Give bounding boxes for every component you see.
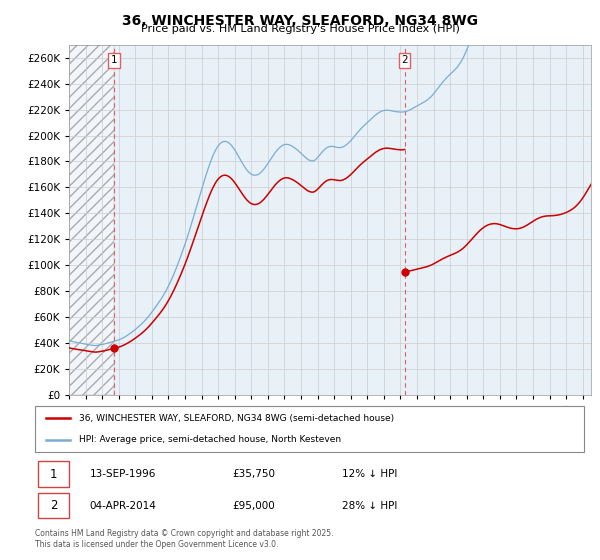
Text: 04-APR-2014: 04-APR-2014 bbox=[90, 501, 157, 511]
Text: Price paid vs. HM Land Registry's House Price Index (HPI): Price paid vs. HM Land Registry's House … bbox=[140, 24, 460, 34]
Bar bbox=[69, 45, 114, 395]
Text: 36, WINCHESTER WAY, SLEAFORD, NG34 8WG: 36, WINCHESTER WAY, SLEAFORD, NG34 8WG bbox=[122, 14, 478, 28]
Text: 28% ↓ HPI: 28% ↓ HPI bbox=[342, 501, 398, 511]
Text: HPI: Average price, semi-detached house, North Kesteven: HPI: Average price, semi-detached house,… bbox=[79, 435, 341, 444]
FancyBboxPatch shape bbox=[38, 493, 70, 519]
Text: £35,750: £35,750 bbox=[232, 469, 275, 479]
Text: 13-SEP-1996: 13-SEP-1996 bbox=[90, 469, 156, 479]
Text: 2: 2 bbox=[50, 500, 57, 512]
FancyBboxPatch shape bbox=[38, 461, 70, 487]
Text: 1: 1 bbox=[50, 468, 57, 480]
Text: 1: 1 bbox=[110, 55, 117, 66]
Text: 2: 2 bbox=[401, 55, 408, 66]
Bar bbox=[69, 45, 114, 395]
FancyBboxPatch shape bbox=[35, 406, 584, 452]
Text: £95,000: £95,000 bbox=[232, 501, 275, 511]
Text: Contains HM Land Registry data © Crown copyright and database right 2025.
This d: Contains HM Land Registry data © Crown c… bbox=[35, 529, 334, 549]
Text: 12% ↓ HPI: 12% ↓ HPI bbox=[342, 469, 398, 479]
Text: 36, WINCHESTER WAY, SLEAFORD, NG34 8WG (semi-detached house): 36, WINCHESTER WAY, SLEAFORD, NG34 8WG (… bbox=[79, 414, 394, 423]
